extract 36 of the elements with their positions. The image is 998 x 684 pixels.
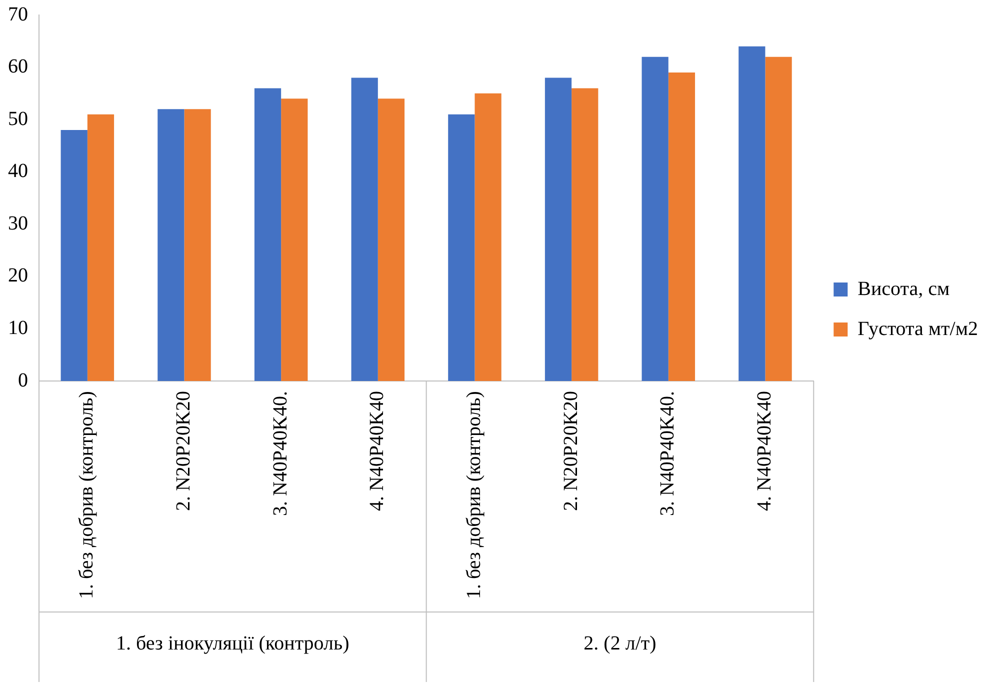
bar — [87, 114, 114, 382]
bar — [184, 109, 211, 382]
bar — [642, 56, 668, 382]
x-tick-label: 1. без добрив (контроль) — [76, 391, 98, 600]
bar — [448, 114, 475, 382]
bar — [572, 88, 598, 382]
text: 2. (2 л/т) — [584, 632, 656, 654]
y-tick-label: 30 — [8, 212, 28, 234]
bar — [351, 78, 378, 382]
x-tick-label: 3. N40P40K40. — [269, 391, 292, 516]
bar — [158, 109, 184, 382]
legend-label: Висота, см — [858, 278, 950, 300]
bar — [765, 56, 792, 382]
x-tick-label: 4. N40P40K40 — [366, 391, 388, 512]
bar — [544, 78, 572, 382]
y-tick-label: 0 — [18, 369, 28, 392]
y-tick-label: 20 — [8, 264, 28, 287]
bar — [738, 46, 766, 382]
bar — [60, 130, 88, 382]
bar — [281, 98, 308, 382]
bar — [668, 72, 696, 382]
y-tick-label: 40 — [8, 160, 28, 182]
x-tick-label: 3. N40P40K40. — [656, 391, 679, 516]
y-tick-label: 10 — [8, 316, 28, 339]
y-tick-label: 70 — [8, 3, 28, 26]
text: 1. без інокуляції (контроль) — [116, 632, 350, 654]
x-tick-label: 4. N40P40K40 — [753, 391, 776, 512]
y-tick-label: 60 — [8, 56, 28, 78]
x-tick-label: 1. без добрив (контроль) — [462, 391, 485, 600]
bar — [254, 88, 282, 382]
bar — [378, 98, 405, 382]
x-tick-label: 2. N20P20K20 — [172, 391, 194, 512]
legend-label: Густота мт/м2 — [858, 318, 978, 340]
x-tick-label: 2. N20P20K20 — [560, 391, 582, 512]
y-tick-label: 50 — [8, 108, 28, 130]
bar — [474, 93, 502, 382]
